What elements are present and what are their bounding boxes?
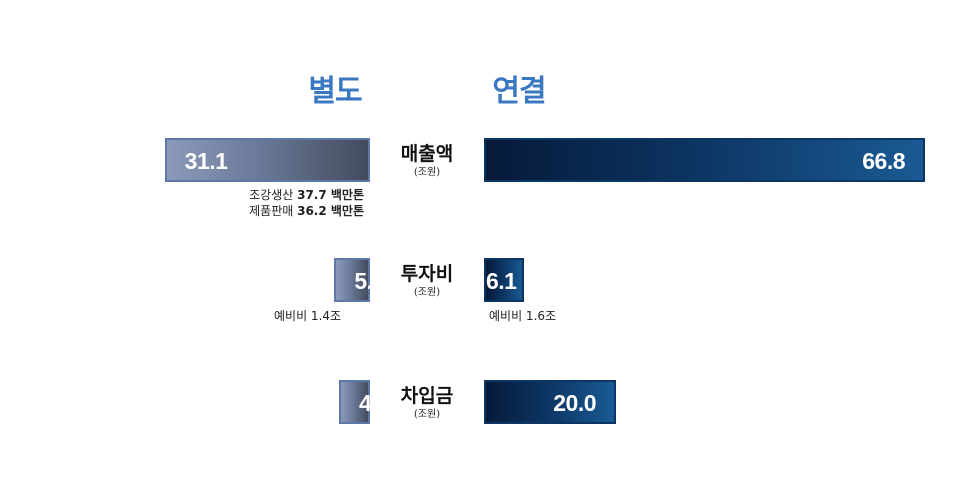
category-name-sales: 매출액 (400, 143, 454, 165)
left-series-header: 별도 (308, 74, 362, 109)
bar-left-investment: 5.4 (334, 258, 385, 302)
bar-left-borrowings: 4.7 (338, 380, 390, 424)
data-label-left-sales: 31.1 (184, 148, 228, 174)
category-name-investment: 투자비 (400, 263, 454, 285)
data-label-right-investment: 6.1 (486, 268, 517, 294)
note-sales-left: 조강생산 37.7 백만톤 제품판매 36.2 백만톤 (220, 187, 364, 219)
category-unit-borrowings: (조원) (413, 409, 441, 420)
bar-right-investment: 6.1 (484, 258, 525, 302)
data-label-left-investment: 5.4 (354, 268, 385, 294)
category-unit-investment: (조원) (413, 287, 441, 298)
right-series-header: 연결 (492, 74, 546, 109)
category-label-sales: 매출액 (조원) (382, 142, 472, 180)
data-label-left-borrowings: 4.7 (358, 390, 390, 416)
category-label-borrowings: 차입금 (조원) (382, 384, 472, 422)
bar-right-sales: 66.8 (484, 138, 925, 182)
note-investment-left: 예비비 1.4조 (274, 309, 342, 323)
data-label-right-borrowings: 20.0 (553, 390, 597, 416)
data-label-right-sales: 66.8 (862, 148, 905, 174)
category-label-investment: 투자비 (조원) (382, 262, 472, 300)
note-investment-right: 예비비 1.6조 (489, 309, 557, 323)
note-sales-line2: 제품판매 36.2 백만톤 (249, 204, 364, 218)
note-sales-line1: 조강생산 37.7 백만톤 (249, 188, 364, 202)
bar-right-borrowings: 20.0 (484, 380, 617, 424)
category-unit-sales: (조원) (413, 167, 441, 178)
category-name-borrowings: 차입금 (400, 385, 454, 407)
bar-left-sales: 31.1 (164, 138, 370, 182)
